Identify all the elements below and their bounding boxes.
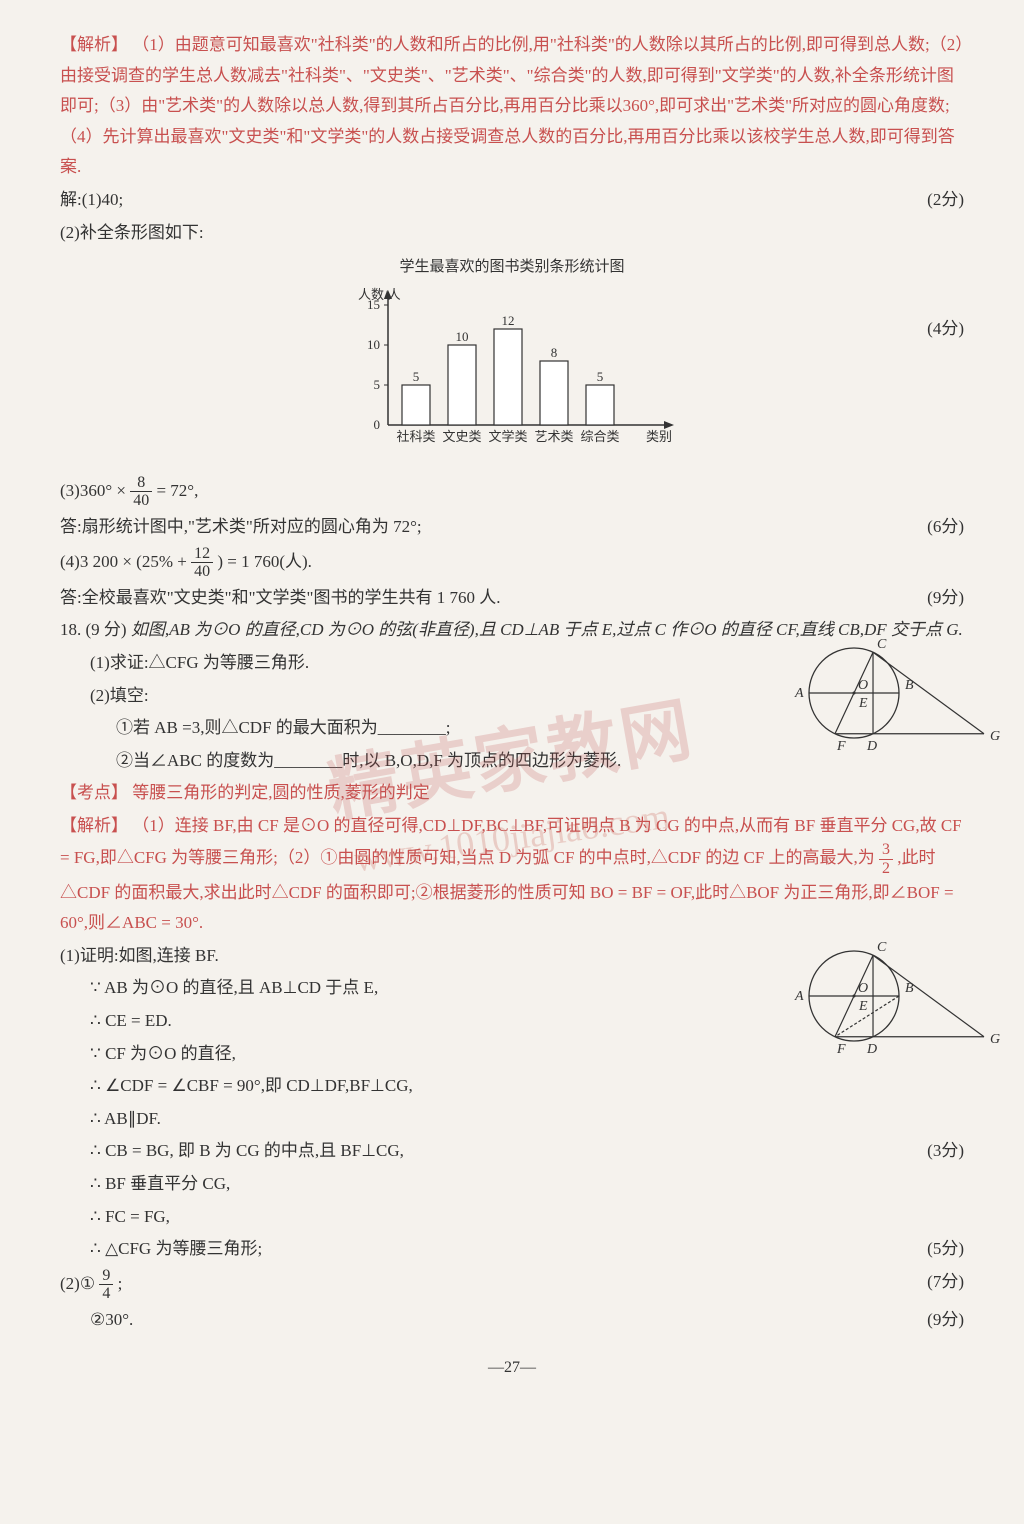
q18-num: 18.: [60, 620, 81, 639]
s3-frac-den: 40: [130, 492, 152, 510]
svg-text:人数/人: 人数/人: [358, 287, 401, 302]
proof-line-8: ∴ △CFG 为等腰三角形; (5分): [60, 1234, 964, 1265]
svg-text:10: 10: [456, 329, 469, 344]
jiexi2: 【解析】 （1）连接 BF,由 CF 是⊙O 的直径可得,CD⊥DF,BC⊥BF…: [60, 811, 964, 939]
s3-a: (3)360° ×: [60, 481, 130, 500]
jiexi2-label: 【解析】: [60, 816, 128, 835]
svg-text:E: E: [858, 999, 868, 1014]
svg-text:社科类: 社科类: [396, 429, 435, 444]
svg-text:D: D: [866, 739, 877, 754]
q18-pts: (9 分): [86, 620, 127, 639]
svg-text:5: 5: [597, 369, 604, 384]
geom-figure-1: A B C D E F G O: [784, 628, 1004, 779]
s4-b: ) = 1 760(人).: [217, 552, 312, 571]
s4-ans-text: 答:全校最喜欢"文史类"和"文学类"图书的学生共有 1 760 人.: [60, 588, 500, 607]
analysis-label: 【解析】: [60, 35, 128, 54]
kaodian: 【考点】 等腰三角形的判定,圆的性质,菱形的判定: [60, 778, 964, 809]
svg-text:A: A: [794, 686, 804, 701]
svg-text:5: 5: [374, 377, 381, 392]
svg-text:F: F: [836, 739, 846, 754]
svg-text:10: 10: [367, 337, 380, 352]
svg-text:O: O: [858, 981, 868, 996]
s3-frac: 840: [130, 474, 152, 510]
jiexi2-frac-num: 3: [879, 841, 893, 860]
score-4: (4分): [927, 314, 964, 345]
proof-line-7: ∴ FC = FG,: [60, 1202, 964, 1233]
s4-frac-num: 12: [191, 545, 213, 564]
svg-text:12: 12: [502, 313, 515, 328]
svg-text:文史类: 文史类: [442, 429, 481, 444]
kaodian-label: 【考点】: [60, 783, 128, 802]
ans2a-prefix: (2)①: [60, 1274, 95, 1293]
s3-frac-num: 8: [130, 474, 152, 493]
solution-2-head: (2)补全条形图如下:: [60, 218, 964, 249]
proof-line-4: ∴ AB∥DF.: [60, 1104, 964, 1135]
svg-text:B: B: [905, 678, 914, 693]
bar-chart-title: 学生最喜欢的图书类别条形统计图: [60, 254, 964, 281]
ans2a-frac: 94: [99, 1267, 113, 1303]
bar-chart: 051015人数/人5社科类10文史类12文学类8艺术类5综合类类别: [342, 285, 682, 455]
solution-1: 解:(1)40; (2分): [60, 185, 964, 216]
proof-line-6: ∴ BF 垂直平分 CG,: [60, 1169, 964, 1200]
svg-text:8: 8: [551, 345, 558, 360]
kaodian-text: 等腰三角形的判定,圆的性质,菱形的判定: [132, 783, 430, 802]
jiexi2-frac: 32: [879, 841, 893, 877]
s3-ans-text: 答:扇形统计图中,"艺术类"所对应的圆心角为 72°;: [60, 517, 422, 536]
svg-text:文学类: 文学类: [488, 429, 527, 444]
score-6: (6分): [927, 512, 964, 543]
svg-text:艺术类: 艺术类: [534, 429, 573, 444]
ans2a-frac-den: 4: [99, 1285, 113, 1303]
svg-text:类别: 类别: [646, 429, 672, 444]
geom-figure-2: A B C D E F G O: [784, 931, 1004, 1082]
proof-line-5-text: ∴ CB = BG, 即 B 为 CG 的中点,且 BF⊥CG,: [90, 1141, 404, 1160]
bar-chart-container: 学生最喜欢的图书类别条形统计图 051015人数/人5社科类10文史类12文学类…: [60, 254, 964, 466]
score-9a: (9分): [927, 583, 964, 614]
ans2a-suffix: ;: [118, 1274, 123, 1293]
ans-2a: (2)① 94 ; (7分): [60, 1267, 964, 1303]
solution-1-text: 解:(1)40;: [60, 190, 123, 209]
score-9b: (9分): [927, 1305, 964, 1336]
solution-4-calc: (4)3 200 × (25% + 1240 ) = 1 760(人).: [60, 545, 964, 581]
s3-b: = 72°,: [156, 481, 198, 500]
svg-text:D: D: [866, 1042, 877, 1057]
solution-3-ans: 答:扇形统计图中,"艺术类"所对应的圆心角为 72°; (6分): [60, 512, 964, 543]
jiexi2-text1: （1）连接 BF,由 CF 是⊙O 的直径可得,CD⊥DF,BC⊥BF,可证明点…: [60, 816, 962, 868]
proof-line-5: ∴ CB = BG, 即 B 为 CG 的中点,且 BF⊥CG, (3分): [60, 1136, 964, 1167]
score-2: (2分): [927, 185, 964, 216]
solution-3-calc: (3)360° × 840 = 72°,: [60, 474, 964, 510]
svg-text:综合类: 综合类: [580, 429, 619, 444]
ans2b-text: ②30°.: [90, 1310, 133, 1329]
score-5: (5分): [927, 1234, 964, 1265]
ans2a-frac-num: 9: [99, 1267, 113, 1286]
jiexi2-frac-den: 2: [879, 860, 893, 878]
page-number: —27—: [60, 1354, 964, 1383]
svg-text:F: F: [836, 1042, 846, 1057]
geom-svg-1: A B C D E F G O: [784, 628, 1004, 768]
svg-text:B: B: [905, 981, 914, 996]
s4-a: (4)3 200 × (25% +: [60, 552, 191, 571]
svg-text:O: O: [858, 678, 868, 693]
analysis-text: （1）由题意可知最喜欢"社科类"的人数和所占的比例,用"社科类"的人数除以其所占…: [60, 35, 964, 176]
solution-4-ans: 答:全校最喜欢"文史类"和"文学类"图书的学生共有 1 760 人. (9分): [60, 583, 964, 614]
svg-text:5: 5: [413, 369, 420, 384]
s4-frac-den: 40: [191, 563, 213, 581]
svg-text:G: G: [990, 729, 1000, 744]
score-7: (7分): [927, 1267, 964, 1298]
proof-line-8-text: ∴ △CFG 为等腰三角形;: [90, 1239, 262, 1258]
ans-2b: ②30°. (9分): [60, 1305, 964, 1336]
s4-frac: 1240: [191, 545, 213, 581]
score-3: (3分): [927, 1136, 964, 1167]
svg-text:C: C: [877, 940, 887, 955]
svg-text:E: E: [858, 696, 868, 711]
geom-svg-2: A B C D E F G O: [784, 931, 1004, 1071]
svg-text:0: 0: [374, 417, 381, 432]
analysis-block: 【解析】 （1）由题意可知最喜欢"社科类"的人数和所占的比例,用"社科类"的人数…: [60, 30, 964, 183]
svg-text:G: G: [990, 1032, 1000, 1047]
svg-text:A: A: [794, 989, 804, 1004]
svg-text:C: C: [877, 637, 887, 652]
